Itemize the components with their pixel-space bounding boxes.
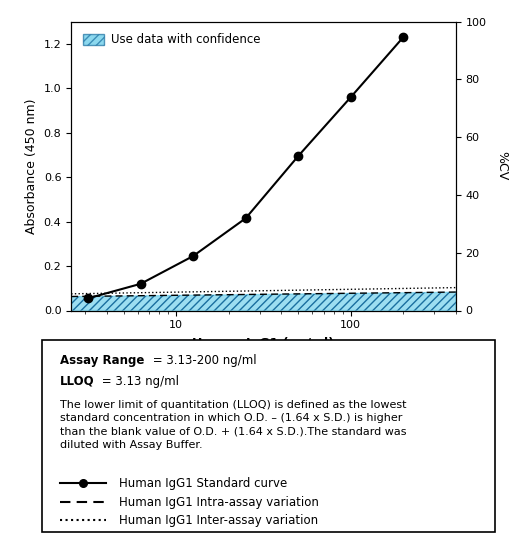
Text: LLOQ: LLOQ [60,375,95,388]
FancyBboxPatch shape [42,340,495,532]
Text: Human IgG1 Inter-assay variation: Human IgG1 Inter-assay variation [119,514,318,527]
Text: Assay Range: Assay Range [60,354,145,367]
X-axis label: Human IgG1 (ng/ml): Human IgG1 (ng/ml) [192,337,335,350]
Text: The lower limit of quantitation (LLOQ) is defined as the lowest
standard concent: The lower limit of quantitation (LLOQ) i… [60,400,407,450]
Y-axis label: %CV: %CV [495,151,508,181]
Legend: Use data with confidence: Use data with confidence [77,28,267,52]
Text: = 3.13-200 ng/ml: = 3.13-200 ng/ml [149,354,256,367]
Text: Human IgG1 Standard curve: Human IgG1 Standard curve [119,476,287,490]
Y-axis label: Absorbance (450 nm): Absorbance (450 nm) [25,98,38,234]
Text: = 3.13 ng/ml: = 3.13 ng/ml [98,375,179,388]
Text: Human IgG1 Intra-assay variation: Human IgG1 Intra-assay variation [119,496,319,509]
Polygon shape [71,292,456,310]
